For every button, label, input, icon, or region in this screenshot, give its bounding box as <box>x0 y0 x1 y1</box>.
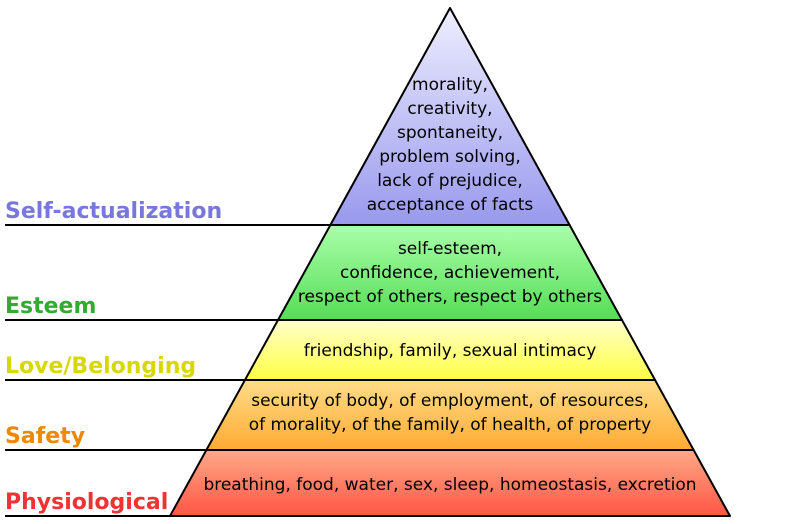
level-content-esteem: self-esteem, <box>398 239 502 259</box>
level-content-self-actualization: lack of prejudice, <box>377 171 523 191</box>
level-content-self-actualization: spontaneity, <box>397 123 503 143</box>
level-content-esteem: confidence, achievement, <box>340 263 560 283</box>
hierarchy-pyramid: Self-actualization Esteem Love/Belonging Sa… <box>0 0 800 524</box>
level-content-esteem: respect of others, respect by others <box>298 287 602 307</box>
level-label-self-actualization: Self-actualization <box>5 199 222 224</box>
level-content-love-belonging: friendship, family, sexual intimacy <box>304 341 597 361</box>
level-content-self-actualization: morality, <box>412 75 488 95</box>
level-label-safety: Safety <box>5 424 85 449</box>
level-content-self-actualization: creativity, <box>407 99 492 119</box>
level-content-physiological: breathing, food, water, sex, sleep, home… <box>203 475 696 495</box>
level-content-safety: security of body, of employment, of reso… <box>251 391 649 411</box>
level-content-self-actualization: acceptance of facts <box>367 195 534 215</box>
level-content-safety: of morality, of the family, of health, o… <box>249 415 651 435</box>
level-label-esteem: Esteem <box>5 294 96 319</box>
level-label-physiological: Physiological <box>5 490 168 515</box>
level-label-love-belonging: Love/Belonging <box>5 354 196 379</box>
level-content-self-actualization: problem solving, <box>379 147 520 167</box>
